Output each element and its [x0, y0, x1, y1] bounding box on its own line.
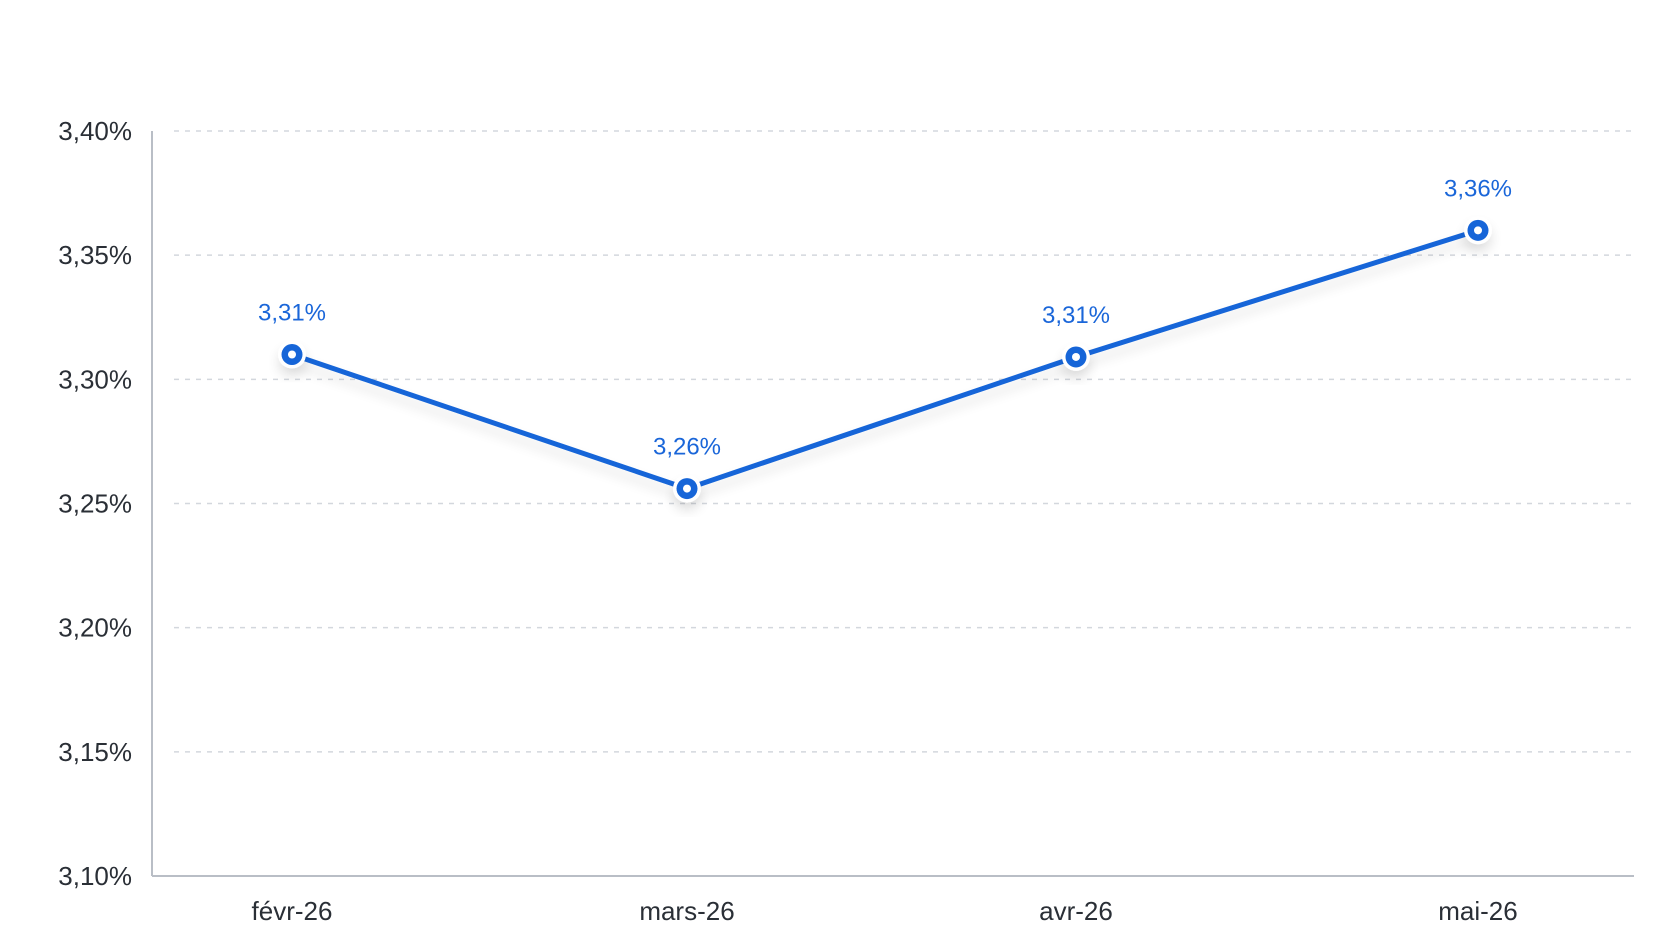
x-tick-label: févr-26	[252, 896, 333, 926]
x-tick-labels: févr-26 mars-26 avr-26 mai-26	[252, 896, 1518, 926]
y-tick-label: 3,15%	[58, 737, 132, 767]
series	[278, 216, 1492, 503]
data-point-center	[683, 484, 691, 493]
data-label: 3,31%	[258, 300, 326, 327]
data-point[interactable]	[1062, 342, 1090, 371]
data-point[interactable]	[673, 474, 701, 503]
y-tick-label: 3,30%	[58, 364, 132, 394]
y-tick-label: 3,25%	[58, 489, 132, 519]
data-labels: 3,31% 3,26% 3,31% 3,36%	[258, 175, 1512, 460]
data-point-center	[1474, 226, 1482, 235]
y-tick-label: 3,10%	[58, 861, 132, 891]
data-label: 3,31%	[1042, 302, 1110, 329]
y-tick-label: 3,35%	[58, 240, 132, 270]
data-point[interactable]	[278, 340, 306, 369]
data-point-center	[288, 350, 296, 359]
y-tick-label: 3,20%	[58, 613, 132, 643]
y-tick-labels: 3,40% 3,35% 3,30% 3,25% 3,20% 3,15% 3,10%	[58, 116, 132, 891]
gridlines	[174, 130, 1634, 753]
x-tick-label: avr-26	[1039, 896, 1113, 926]
series-line	[289, 227, 1481, 492]
data-point-center	[1072, 352, 1080, 361]
data-label: 3,36%	[1444, 175, 1512, 202]
x-tick-label: mai-26	[1438, 896, 1517, 926]
x-tick-label: mars-26	[639, 896, 734, 926]
data-label: 3,26%	[653, 434, 721, 461]
y-tick-label: 3,40%	[58, 116, 132, 146]
data-point[interactable]	[1464, 216, 1492, 245]
axes	[151, 131, 1634, 877]
